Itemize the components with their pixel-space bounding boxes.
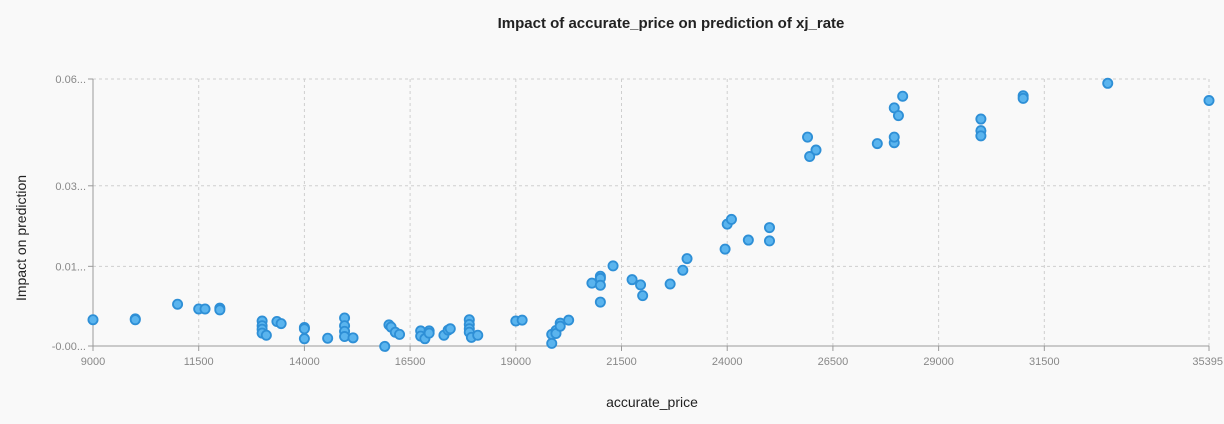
scatter-point [888,131,900,143]
scatter-point [275,318,287,330]
scatter-point [129,314,141,326]
scatter-point [607,260,619,272]
scatter-point [871,138,883,150]
x-tick-label: 31500 [1029,356,1060,368]
scatter-point [626,274,638,286]
scatter-point [394,328,406,340]
y-tick-label: 0.06... [55,74,86,86]
scatter-point [347,332,359,344]
scatter-point [897,90,909,102]
scatter-point [677,264,689,276]
scatter-point [172,298,184,310]
scatter-point [1203,95,1215,107]
x-tick-label: 16500 [395,356,426,368]
grid-lines [93,78,1210,346]
scatter-point [681,253,693,265]
chart-title: Impact of accurate_price on prediction o… [498,15,845,32]
scatter-point [260,329,272,341]
scatter-point [635,279,647,291]
scatter-point [810,144,822,156]
x-tick-label: 11500 [184,356,214,368]
y-tick-label: -0.00... [52,341,86,353]
scatter-point [892,110,904,122]
x-tick-label: 29000 [923,356,954,368]
scatter-point [637,290,649,302]
y-axis-title: Impact on prediction [13,175,29,301]
scatter-point [554,320,566,332]
scatter-point [322,332,334,344]
scatter-point [804,151,816,163]
x-tick-label: 26500 [818,356,849,368]
x-tick-label: 35395 [1192,356,1223,368]
scatter-point [563,314,575,326]
x-axis-title: accurate_price [606,394,698,410]
scatter-point [1102,77,1114,89]
x-tick-label: 9000 [81,356,105,368]
scatter-point [379,340,391,352]
scatter-point [742,234,754,246]
scatter-point [594,279,606,291]
x-tick-label: 24000 [712,356,743,368]
x-tick-label: 19000 [501,356,532,368]
scatter-point [423,327,435,339]
x-tick-label: 14000 [289,356,320,368]
scatter-point [664,278,676,290]
scatter-point [719,243,731,255]
scatter-point [546,337,558,349]
y-tick-label: 0.01... [55,261,86,273]
scatter-point [444,323,456,335]
scatter-point [199,303,211,315]
scatter-point [472,329,484,341]
tick-labels: 9000 11500 14000 16500 19000 21500 24000 26500 2… [52,74,1223,368]
scatter-point [763,235,775,247]
scatter-point [516,314,528,326]
y-tick-label: 0.03... [55,181,86,193]
scatter-point [975,113,987,125]
scatter-point [763,222,775,234]
axes [88,78,1210,351]
scatter-point [975,130,987,142]
scatter-point [298,323,310,335]
scatter-point [802,131,814,143]
data-points [87,77,1215,352]
scatter-point [725,213,737,225]
scatter-point [214,304,226,316]
scatter-point [298,333,310,345]
scatter-point [87,314,99,326]
scatter-point [1017,92,1029,104]
x-tick-label: 21500 [606,356,637,368]
scatter-point [594,296,606,308]
